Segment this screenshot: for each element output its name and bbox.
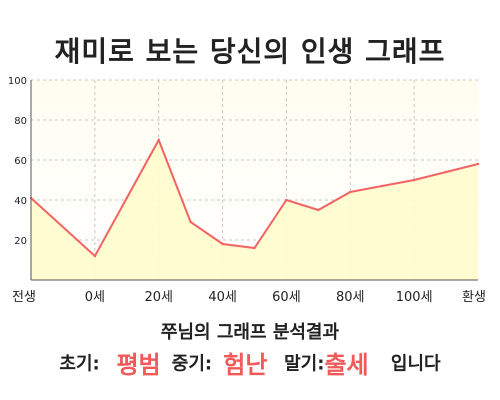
late-value: 출세 — [324, 351, 369, 379]
x-tick-label: 40세 — [208, 290, 237, 305]
x-tick-label: 전생 — [12, 290, 36, 305]
data-point — [189, 220, 192, 224]
y-tick-label: 20 — [14, 236, 27, 247]
y-tick-label: 60 — [14, 156, 27, 167]
x-tick-labels: 전생 0세 20세 40세 60세 80세 100세 환생 — [12, 290, 486, 305]
late-label: 말기: — [284, 353, 325, 375]
data-point — [125, 196, 128, 200]
x-tick-label: 100세 — [396, 290, 433, 305]
series-line — [30, 137, 479, 258]
data-point — [221, 242, 224, 246]
x-tick-label: 20세 — [144, 290, 173, 305]
x-tick-label: 환생 — [462, 290, 486, 305]
data-point — [476, 162, 480, 166]
data-point — [253, 246, 256, 250]
analysis-summary: 쭈님의 그래프 분석결과 — [160, 322, 340, 343]
y-tick-label: 80 — [14, 116, 27, 127]
x-tick-label: 60세 — [272, 290, 301, 305]
result-line: 초기: 평범 중기: 험난 말기:출세 입니다 — [0, 345, 500, 380]
early-label: 초기: — [59, 353, 100, 375]
area-fill — [31, 140, 478, 280]
middle-label: 중기: — [171, 353, 213, 375]
x-tick-label: 0세 — [85, 290, 105, 305]
data-point — [381, 184, 384, 188]
y-tick-label: 40 — [14, 196, 27, 207]
data-points — [29, 138, 480, 258]
data-point — [285, 198, 288, 202]
x-tick-label: 80세 — [336, 290, 365, 305]
data-point — [317, 208, 320, 212]
early-value: 평범 — [116, 351, 161, 379]
middle-value: 험난 — [223, 351, 268, 379]
y-tick-label: 100 — [8, 76, 27, 87]
data-point — [93, 254, 97, 258]
data-point — [412, 178, 416, 182]
data-point — [444, 170, 448, 174]
data-point — [157, 138, 160, 142]
page-title: 재미로 보는 당신의 인생 그래프 — [54, 35, 446, 68]
ending-text: 입니다 — [390, 353, 441, 375]
data-point — [349, 190, 352, 194]
y-tick-labels: 20 40 60 80 100 — [8, 76, 27, 247]
